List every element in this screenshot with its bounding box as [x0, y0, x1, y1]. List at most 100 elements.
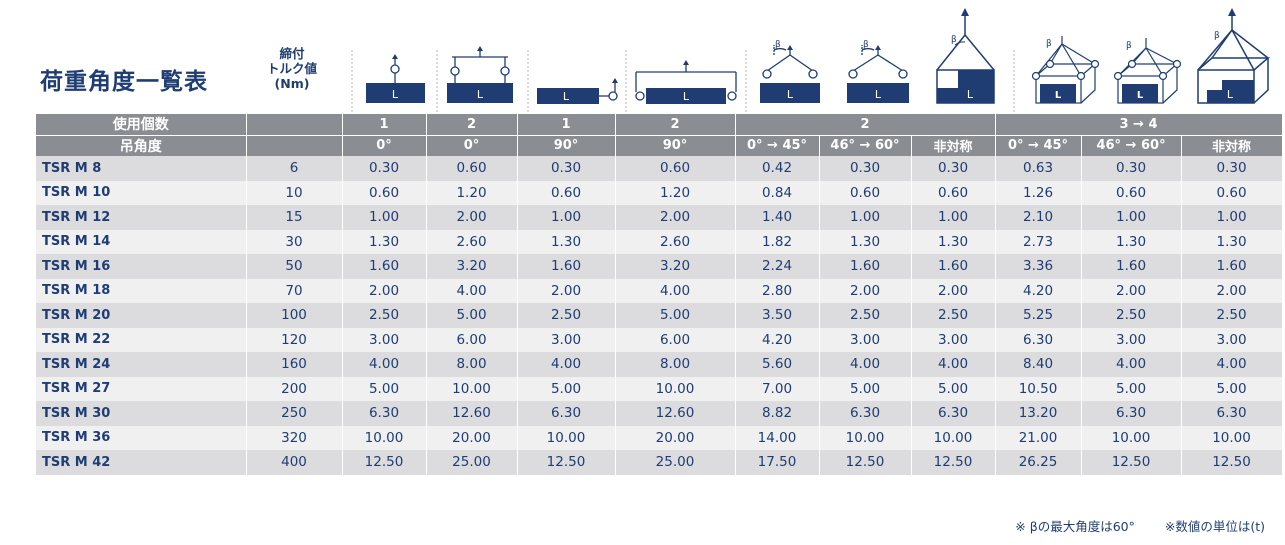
unit-note: ※数値の単位は(t) [1164, 519, 1265, 534]
model-name-cell: TSR M 24 [36, 352, 247, 377]
load-value-cell: 1.30 [911, 229, 996, 254]
load-value-cell: 2.50 [1081, 303, 1182, 328]
header-angle-col: 非対称 [1181, 135, 1283, 156]
load-value-cell: 1.26 [995, 180, 1082, 205]
load-value-cell: 10.00 [819, 425, 912, 450]
model-name-cell: TSR M 12 [36, 205, 247, 230]
load-value-cell: 3.00 [342, 327, 427, 352]
load-value-cell: 8.82 [735, 401, 820, 426]
load-value-cell: 1.00 [911, 205, 996, 230]
load-value-cell: 0.30 [1081, 156, 1182, 181]
load-value-cell: 5.25 [995, 303, 1082, 328]
load-value-cell: 0.84 [735, 180, 820, 205]
model-name-cell: TSR M 8 [36, 156, 247, 181]
load-value-cell: 6.30 [1181, 401, 1283, 426]
load-value-cell: 5.00 [819, 376, 912, 401]
load-value-cell: 21.00 [995, 425, 1082, 450]
torque-cell: 50 [246, 254, 343, 279]
load-value-cell: 4.00 [517, 352, 616, 377]
load-value-cell: 0.30 [911, 156, 996, 181]
beta-label: β [1214, 31, 1220, 41]
load-value-cell: 1.30 [342, 229, 427, 254]
diagram-double-side-icon: L [635, 60, 737, 104]
table-row: TSR M 18 70 2.00 4.00 2.00 4.00 2.80 2.00 2.00 4.… [36, 278, 1283, 303]
table-row: TSR M 30 250 6.30 12.60 6.30 12.60 8.82 6.30 6.3… [36, 401, 1283, 426]
load-value-cell: 1.00 [819, 205, 912, 230]
load-value-cell: 4.20 [995, 278, 1082, 303]
load-value-cell: 1.60 [911, 254, 996, 279]
table-row: TSR M 36 320 10.00 20.00 10.00 20.00 14.00 10.0… [36, 425, 1283, 450]
load-value-cell: 2.24 [735, 254, 820, 279]
load-value-cell: 1.30 [1181, 229, 1283, 254]
model-name-cell: TSR M 10 [36, 180, 247, 205]
load-value-cell: 6.30 [819, 401, 912, 426]
load-value-cell: 6.30 [995, 327, 1082, 352]
load-value-cell: 2.50 [517, 303, 616, 328]
load-label: L [875, 88, 882, 101]
load-value-cell: 20.00 [426, 425, 518, 450]
torque-cell: 120 [246, 327, 343, 352]
load-value-cell: 1.00 [517, 205, 616, 230]
load-value-cell: 13.20 [995, 401, 1082, 426]
load-value-cell: 5.00 [615, 303, 736, 328]
table-row: TSR M 22 120 3.00 6.00 3.00 6.00 4.20 3.00 3.00 6… [36, 327, 1283, 352]
diagram-two-leg-45-icon: β L [760, 40, 820, 103]
load-value-cell: 4.00 [1181, 352, 1283, 377]
header-angle-col: 非対称 [911, 135, 996, 156]
diagram-two-leg-asymmetric-icon: β L [936, 8, 995, 104]
torque-header-line2: トルク値 [266, 61, 317, 76]
load-value-cell: 1.00 [342, 205, 427, 230]
diagram-four-leg-60-icon: β L [1113, 38, 1182, 104]
table-row: TSR M 27 200 5.00 10.00 5.00 10.00 7.00 5.00 5.0… [36, 376, 1283, 401]
load-value-cell: 4.00 [426, 278, 518, 303]
load-label: L [563, 90, 570, 103]
load-value-cell: 12.60 [426, 401, 518, 426]
load-value-cell: 6.30 [342, 401, 427, 426]
beta-label: β [863, 40, 869, 50]
load-value-cell: 10.50 [995, 376, 1082, 401]
load-label: L [683, 90, 690, 103]
diagram-double-vertical-icon: L [447, 46, 513, 103]
page-title: 荷重角度一覧表 [40, 69, 208, 95]
table-row: TSR M 42 400 12.50 25.00 12.50 25.00 17.50 12.5… [36, 450, 1283, 475]
model-name-cell: TSR M 36 [36, 425, 247, 450]
torque-cell: 320 [246, 425, 343, 450]
load-value-cell: 0.60 [615, 156, 736, 181]
header-count-group: 2 [615, 114, 736, 136]
header-count-group: 2 [426, 114, 518, 136]
load-value-cell: 2.00 [426, 205, 518, 230]
load-value-cell: 2.00 [517, 278, 616, 303]
header-blank [246, 135, 343, 156]
load-label: L [1227, 88, 1234, 101]
load-value-cell: 3.00 [819, 327, 912, 352]
load-value-cell: 0.60 [1081, 180, 1182, 205]
load-value-cell: 0.60 [819, 180, 912, 205]
load-value-cell: 2.60 [615, 229, 736, 254]
header-count-group: 1 [517, 114, 616, 136]
header-count-group: 2 [735, 114, 996, 136]
load-value-cell: 6.30 [911, 401, 996, 426]
load-value-cell: 12.60 [615, 401, 736, 426]
load-value-cell: 3.00 [911, 327, 996, 352]
load-value-cell: 4.00 [615, 278, 736, 303]
load-value-cell: 7.00 [735, 376, 820, 401]
load-value-cell: 3.36 [995, 254, 1082, 279]
load-value-cell: 1.60 [1081, 254, 1182, 279]
diagram-four-leg-45-icon: β L [1031, 36, 1100, 104]
load-value-cell: 0.30 [517, 156, 616, 181]
model-name-cell: TSR M 14 [36, 229, 247, 254]
load-label: L [967, 88, 974, 101]
load-value-cell: 5.00 [517, 376, 616, 401]
load-value-cell: 6.00 [615, 327, 736, 352]
load-value-cell: 12.50 [342, 450, 427, 475]
torque-cell: 100 [246, 303, 343, 328]
load-value-cell: 5.00 [1081, 376, 1182, 401]
torque-cell: 70 [246, 278, 343, 303]
header-angle-col: 0° → 45° [735, 135, 820, 156]
footnotes: ※ βの最大角度は60° ※数値の単位は(t) [1015, 516, 1265, 535]
torque-cell: 400 [246, 450, 343, 475]
torque-cell: 15 [246, 205, 343, 230]
load-value-cell: 0.42 [735, 156, 820, 181]
load-value-cell: 0.30 [1181, 156, 1283, 181]
